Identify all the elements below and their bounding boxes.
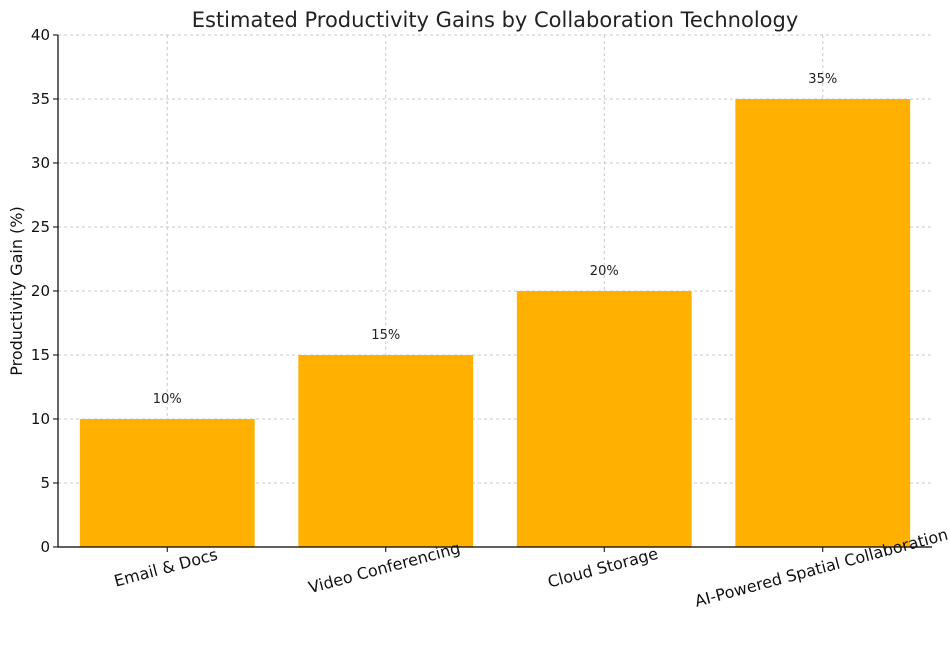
x-category-label: Email & Docs — [112, 545, 220, 591]
bar-value-label: 10% — [153, 392, 182, 407]
y-tick-label: 15 — [31, 346, 50, 364]
x-category-label: Cloud Storage — [546, 544, 660, 592]
bar — [516, 291, 692, 547]
bar-value-label: 15% — [371, 328, 400, 343]
y-tick-label: 5 — [40, 474, 50, 492]
y-axis-title: Productivity Gain (%) — [7, 206, 26, 376]
bar-layer — [79, 99, 911, 547]
y-tick-label: 25 — [31, 218, 50, 236]
axis-layer: 0 5 10 15 20 25 30 35 40 — [31, 26, 932, 556]
y-tick-label: 40 — [31, 26, 50, 44]
y-tick-label: 0 — [40, 538, 50, 556]
bar — [735, 99, 911, 547]
bar — [79, 419, 255, 547]
y-tick-label: 10 — [31, 410, 50, 428]
y-tick-label: 35 — [31, 90, 50, 108]
bar-value-label: 20% — [590, 264, 619, 279]
chart-title: Estimated Productivity Gains by Collabor… — [192, 8, 799, 32]
bar-value-label: 35% — [808, 72, 837, 87]
bar — [298, 355, 474, 547]
y-tick-label: 20 — [31, 282, 50, 300]
y-tick-label: 30 — [31, 154, 50, 172]
